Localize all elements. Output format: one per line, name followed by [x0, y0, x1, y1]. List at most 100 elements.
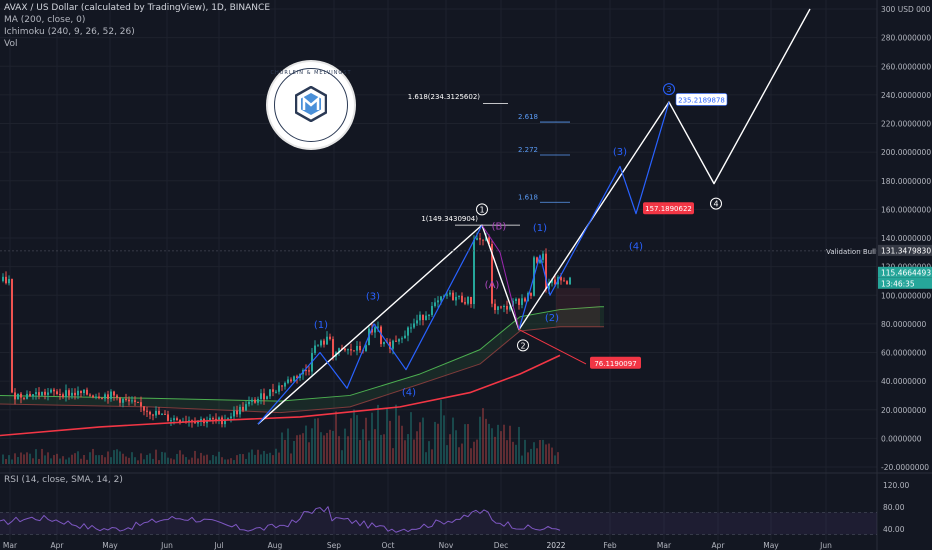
volume-bar: [365, 417, 367, 464]
volume-bar: [494, 436, 496, 464]
ichimoku-indicator-label[interactable]: Ichimoku (240, 9, 26, 52, 26): [4, 27, 135, 37]
volume-bar: [80, 458, 82, 464]
candle-body: [134, 400, 136, 402]
x-tick-label: Apr: [712, 541, 726, 550]
volume-bar: [422, 417, 424, 464]
candle-body: [146, 410, 148, 412]
candle-body: [407, 327, 409, 336]
candle-body: [566, 281, 568, 285]
volume-bar: [92, 448, 94, 464]
volume-bar: [323, 435, 325, 464]
candle-body: [569, 277, 571, 285]
y-tick-label: 60.0000000: [881, 349, 927, 358]
volume-bar: [515, 444, 517, 464]
candle-body: [74, 392, 76, 396]
candle-body: [293, 376, 295, 382]
candle-body: [497, 306, 499, 310]
volume-bar: [59, 458, 61, 464]
price-tag: [675, 93, 728, 106]
volume-bar: [503, 424, 505, 464]
candle-body: [26, 393, 28, 399]
candle-body: [92, 395, 94, 398]
volume-bar: [140, 453, 142, 464]
candle-body: [347, 349, 349, 351]
white-wave-path: [257, 8, 811, 425]
candle-body: [518, 298, 520, 305]
volume-bar: [524, 439, 526, 464]
y-tick-label: 100.0000000: [881, 291, 931, 300]
candle-body: [188, 420, 190, 422]
candle-body: [236, 410, 238, 415]
volume-indicator-label[interactable]: Vol: [4, 39, 18, 49]
volume-bar: [77, 451, 79, 464]
volume-bar: [50, 458, 52, 464]
candle-body: [320, 340, 322, 346]
volume-bar: [32, 458, 34, 464]
candle-body: [509, 306, 511, 310]
volume-bar: [329, 429, 331, 464]
volume-bar: [164, 452, 166, 464]
candle-body: [149, 411, 151, 415]
candle-body: [122, 398, 124, 403]
candle-body: [389, 341, 391, 349]
volume-bar: [338, 436, 340, 464]
ma-indicator-label[interactable]: MA (200, close, 0): [4, 15, 86, 25]
candle-body: [515, 298, 517, 302]
volume-bar: [428, 441, 430, 464]
circled-wave-label: 2: [520, 341, 525, 350]
candle-body: [410, 327, 412, 329]
volume-bar: [344, 428, 346, 464]
volume-bar: [527, 452, 529, 464]
candle-body: [98, 396, 100, 399]
volume-bar: [14, 453, 16, 464]
chart-header: AVAX / US Dollar (calculated by TradingV…: [4, 2, 270, 50]
rsi-tick-label: 120.00: [883, 481, 909, 490]
y-tick-label: 20.0000000: [881, 406, 927, 415]
volume-bar: [521, 455, 523, 464]
candle-body: [176, 418, 178, 421]
candle-body: [53, 389, 55, 392]
candle-body: [119, 397, 121, 403]
candle-body: [125, 398, 127, 400]
candle-body: [563, 280, 565, 282]
candle-body: [137, 401, 139, 403]
volume-bar: [11, 459, 13, 464]
volume-bar: [449, 434, 451, 464]
volume-bar: [281, 432, 283, 464]
candle-body: [254, 399, 256, 403]
symbol-title[interactable]: AVAX / US Dollar (calculated by TradingV…: [4, 3, 271, 13]
x-tick-label: 2022: [546, 541, 565, 550]
candle-body: [5, 276, 7, 284]
y-tick-label: 140.0000000: [881, 234, 931, 243]
candle-body: [380, 326, 382, 345]
candle-body: [14, 392, 16, 400]
price-tag-text: 157.1890622: [645, 205, 692, 213]
volume-bar: [215, 456, 217, 464]
volume-bar: [452, 417, 454, 464]
volume-bar: [86, 459, 88, 464]
volume-bar: [350, 418, 352, 464]
candle-body: [260, 393, 262, 399]
volume-bar: [149, 453, 151, 464]
volume-bar: [425, 452, 427, 464]
volume-bar: [341, 450, 343, 464]
ichimoku-cloud: [0, 306, 604, 413]
candle-body: [38, 392, 40, 396]
candle-body: [248, 401, 250, 405]
price-marker: [878, 244, 932, 256]
candle-body: [296, 376, 298, 379]
candle-body: [245, 404, 247, 411]
candle-body: [416, 320, 418, 324]
candle-body: [47, 392, 49, 395]
candle-body: [179, 420, 181, 423]
candle-body: [143, 406, 145, 411]
volume-bar: [185, 457, 187, 464]
candle-body: [170, 420, 172, 422]
volume-bar: [317, 418, 319, 464]
volume-bar: [17, 456, 19, 464]
rsi-indicator-label[interactable]: RSI (14, close, SMA, 14, 2): [4, 475, 123, 485]
candle-body: [482, 239, 484, 241]
volume-bar: [548, 443, 550, 464]
y-tick-label: 260.0000000: [881, 62, 931, 71]
